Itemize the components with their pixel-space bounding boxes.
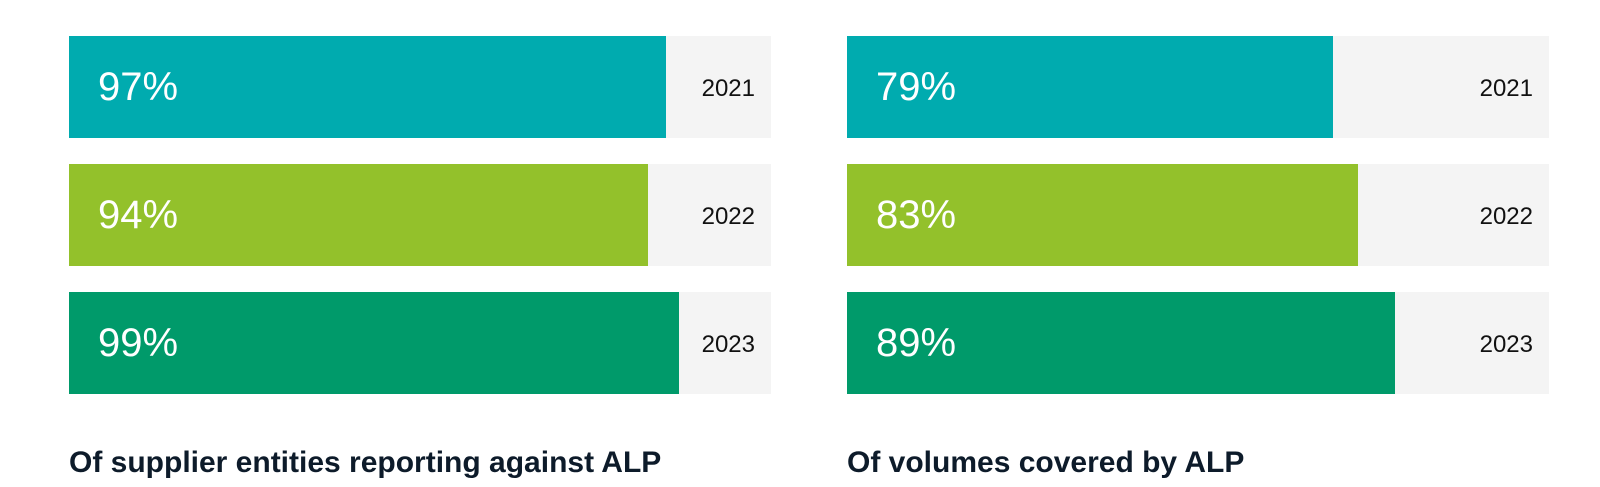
bar-2022 [847, 164, 1359, 266]
supplier-entities-bar-chart: 97% 2021 94% 2022 99% 2023 [69, 36, 771, 394]
bar-2021 [847, 36, 1334, 138]
bar-2022 [69, 164, 648, 266]
year-label-2021: 2021 [1479, 75, 1533, 102]
value-label-2022: 94% [98, 193, 179, 237]
bar-2021 [69, 36, 667, 138]
volumes-covered-bar-chart: 79% 2021 83% 2022 89% 2023 [847, 36, 1549, 394]
bar-2023 [69, 292, 679, 394]
chart-title: Of supplier entities reporting against A… [69, 446, 662, 479]
chart-title: Of volumes covered by ALP [847, 446, 1245, 479]
bar-row-2021: 97% 2021 [69, 36, 771, 138]
value-label-2021: 97% [98, 65, 179, 109]
year-label-2021: 2021 [701, 75, 755, 102]
year-label-2022: 2022 [701, 203, 755, 230]
value-label-2023: 89% [876, 321, 957, 365]
bar-row-2023: 89% 2023 [847, 292, 1549, 394]
value-label-2022: 83% [876, 193, 957, 237]
year-label-2023: 2023 [701, 331, 755, 358]
value-label-2021: 79% [876, 65, 957, 109]
bar-row-2023: 99% 2023 [69, 292, 771, 394]
bar-2023 [847, 292, 1396, 394]
year-label-2022: 2022 [1479, 203, 1533, 230]
year-label-2023: 2023 [1479, 331, 1533, 358]
bar-row-2022: 94% 2022 [69, 164, 771, 266]
bar-row-2021: 79% 2021 [847, 36, 1549, 138]
bar-row-2022: 83% 2022 [847, 164, 1549, 266]
value-label-2023: 99% [98, 321, 179, 365]
